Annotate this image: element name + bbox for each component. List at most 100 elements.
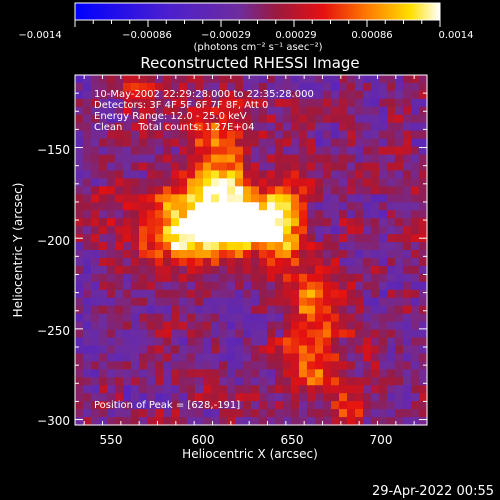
heatmap-cell bbox=[315, 210, 324, 219]
heatmap-cell bbox=[147, 281, 156, 291]
heatmap-image bbox=[75, 75, 428, 426]
heatmap-cell bbox=[291, 313, 300, 323]
heatmap-cell bbox=[235, 210, 244, 219]
heatmap-cell bbox=[91, 146, 100, 156]
heatmap-cell bbox=[219, 305, 228, 315]
heatmap-cell bbox=[339, 114, 348, 124]
heatmap-cell bbox=[91, 226, 100, 235]
heatmap-cell bbox=[75, 82, 84, 92]
heatmap-cell bbox=[395, 202, 404, 211]
heatmap-cell bbox=[235, 329, 244, 339]
heatmap-cell bbox=[347, 305, 356, 315]
heatmap-cell bbox=[147, 369, 156, 378]
heatmap-cell bbox=[259, 170, 268, 179]
heatmap-cell bbox=[243, 297, 252, 307]
heatmap-cell bbox=[411, 273, 420, 283]
heatmap-cell bbox=[291, 242, 300, 251]
heatmap-cell bbox=[291, 353, 300, 362]
heatmap-cell bbox=[307, 289, 316, 299]
heatmap-cell bbox=[403, 337, 412, 347]
heatmap-cell bbox=[331, 377, 340, 386]
heatmap-cell bbox=[131, 329, 140, 339]
heatmap-cell bbox=[155, 281, 164, 291]
heatmap-cell bbox=[339, 353, 348, 362]
heatmap-cell bbox=[331, 265, 340, 275]
heatmap-cell bbox=[283, 106, 292, 116]
heatmap-cell bbox=[107, 281, 116, 291]
heatmap-cell bbox=[323, 202, 332, 211]
heatmap-cell bbox=[315, 178, 324, 187]
heatmap-cell bbox=[307, 329, 316, 339]
heatmap-cell bbox=[315, 82, 324, 92]
heatmap-cell bbox=[419, 369, 428, 378]
heatmap-cell bbox=[323, 114, 332, 124]
heatmap-cell bbox=[83, 353, 92, 362]
heatmap-cell bbox=[267, 170, 276, 179]
heatmap-cell bbox=[419, 313, 428, 323]
heatmap-cell bbox=[115, 361, 124, 370]
heatmap-cell bbox=[355, 281, 364, 291]
heatmap-cell bbox=[259, 194, 268, 203]
heatmap-cell bbox=[347, 265, 356, 275]
heatmap-cell bbox=[379, 114, 388, 124]
heatmap-cell bbox=[371, 234, 380, 243]
heatmap-cell bbox=[211, 329, 220, 339]
heatmap-cell bbox=[331, 313, 340, 323]
heatmap-cell bbox=[243, 345, 252, 354]
heatmap-cell bbox=[395, 257, 404, 267]
heatmap-cell bbox=[155, 305, 164, 315]
heatmap-cell bbox=[163, 313, 172, 323]
heatmap-cell bbox=[83, 178, 92, 187]
heatmap-cell bbox=[139, 218, 148, 227]
heatmap-cell bbox=[315, 98, 324, 108]
heatmap-cell bbox=[187, 75, 196, 84]
heatmap-cell bbox=[307, 106, 316, 116]
heatmap-cell bbox=[195, 82, 204, 92]
heatmap-cell bbox=[75, 265, 84, 275]
heatmap-cell bbox=[139, 313, 148, 323]
heatmap-cell bbox=[291, 162, 300, 172]
heatmap-cell bbox=[123, 146, 132, 156]
heatmap-cell bbox=[291, 401, 300, 410]
heatmap-cell bbox=[291, 146, 300, 156]
heatmap-cell bbox=[283, 401, 292, 410]
heatmap-cell bbox=[315, 417, 324, 426]
heatmap-cell bbox=[123, 178, 132, 187]
heatmap-cell bbox=[347, 289, 356, 299]
heatmap-cell bbox=[347, 82, 356, 92]
heatmap-cell bbox=[235, 353, 244, 362]
heatmap-cell bbox=[371, 170, 380, 179]
heatmap-cell bbox=[299, 202, 308, 211]
heatmap-cell bbox=[371, 305, 380, 315]
heatmap-cell bbox=[323, 234, 332, 243]
heatmap-cell bbox=[355, 234, 364, 243]
heatmap-cell bbox=[403, 417, 412, 426]
heatmap-cell bbox=[99, 218, 108, 227]
heatmap-cell bbox=[91, 75, 100, 84]
heatmap-cell bbox=[267, 281, 276, 291]
heatmap-cell bbox=[115, 178, 124, 187]
heatmap-cell bbox=[331, 234, 340, 243]
heatmap-cell bbox=[283, 250, 292, 259]
heatmap-cell bbox=[187, 194, 196, 203]
heatmap-cell bbox=[171, 90, 180, 100]
heatmap-cell bbox=[187, 345, 196, 354]
heatmap-cell bbox=[195, 257, 204, 267]
heatmap-cell bbox=[307, 202, 316, 211]
heatmap-cell bbox=[355, 210, 364, 219]
heatmap-cell bbox=[307, 90, 316, 100]
heatmap-cell bbox=[179, 345, 188, 354]
heatmap-cell bbox=[187, 385, 196, 394]
heatmap-cell bbox=[171, 82, 180, 92]
heatmap-cell bbox=[259, 75, 268, 84]
heatmap-cell bbox=[259, 273, 268, 283]
heatmap-cell bbox=[363, 321, 372, 331]
heatmap-cell bbox=[419, 250, 428, 259]
heatmap-cell bbox=[419, 138, 428, 148]
heatmap-cell bbox=[211, 90, 220, 100]
heatmap-cell bbox=[219, 369, 228, 378]
heatmap-cell bbox=[187, 218, 196, 227]
heatmap-cell bbox=[419, 305, 428, 315]
heatmap-cell bbox=[267, 194, 276, 203]
heatmap-cell bbox=[91, 401, 100, 410]
